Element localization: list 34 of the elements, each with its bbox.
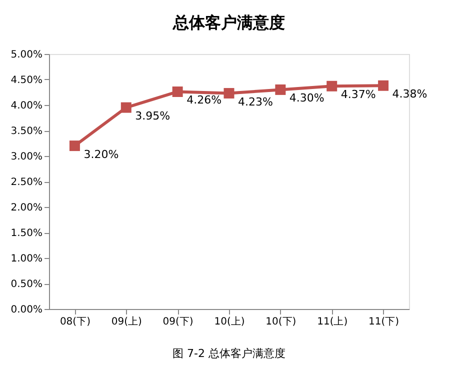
data-label: 4.30% xyxy=(289,92,324,105)
point xyxy=(378,80,389,91)
x-tick-label: 08(下) xyxy=(60,316,91,328)
point xyxy=(224,88,234,99)
point xyxy=(326,80,338,92)
y-tick-label: 0.00% xyxy=(10,304,42,316)
data-label: 4.37% xyxy=(340,88,376,102)
data-label: 4.26% xyxy=(186,94,222,107)
y-tick-label: 2.50% xyxy=(10,177,42,188)
data-label: 4.38% xyxy=(392,88,428,101)
x-tick-label: 09(上) xyxy=(111,316,142,328)
data-label: 4.23% xyxy=(238,95,273,108)
point xyxy=(172,86,183,97)
point xyxy=(275,84,286,95)
x-tick-label: 11(上) xyxy=(317,316,348,328)
chart-title: 总体客户满意度 xyxy=(172,13,285,32)
point xyxy=(69,140,80,152)
x-tick-label: 10(上) xyxy=(214,316,245,328)
y-tick-label: 2.00% xyxy=(10,202,42,214)
data-label: 3.20% xyxy=(84,148,119,161)
x-tick-label: 09(下) xyxy=(162,316,194,328)
point xyxy=(120,102,132,113)
y-tick-label: 4.50% xyxy=(10,75,42,86)
y-tick-label: 4.00% xyxy=(10,100,42,112)
y-tick-label: 3.00% xyxy=(10,152,42,162)
y-tick-label: 1.50% xyxy=(10,228,42,239)
data-label: 3.95% xyxy=(135,110,170,123)
y-tick-label: 0.50% xyxy=(10,279,42,290)
x-tick-label: 11(下) xyxy=(368,316,400,328)
x-tick-label: 10(下) xyxy=(266,316,296,328)
caption: 图 7-2 总体客户满意度 xyxy=(172,347,286,360)
y-tick-label: 1.00% xyxy=(10,254,42,264)
y-tick-label: 3.50% xyxy=(10,126,42,137)
y-tick-label: 5.00% xyxy=(10,50,42,60)
